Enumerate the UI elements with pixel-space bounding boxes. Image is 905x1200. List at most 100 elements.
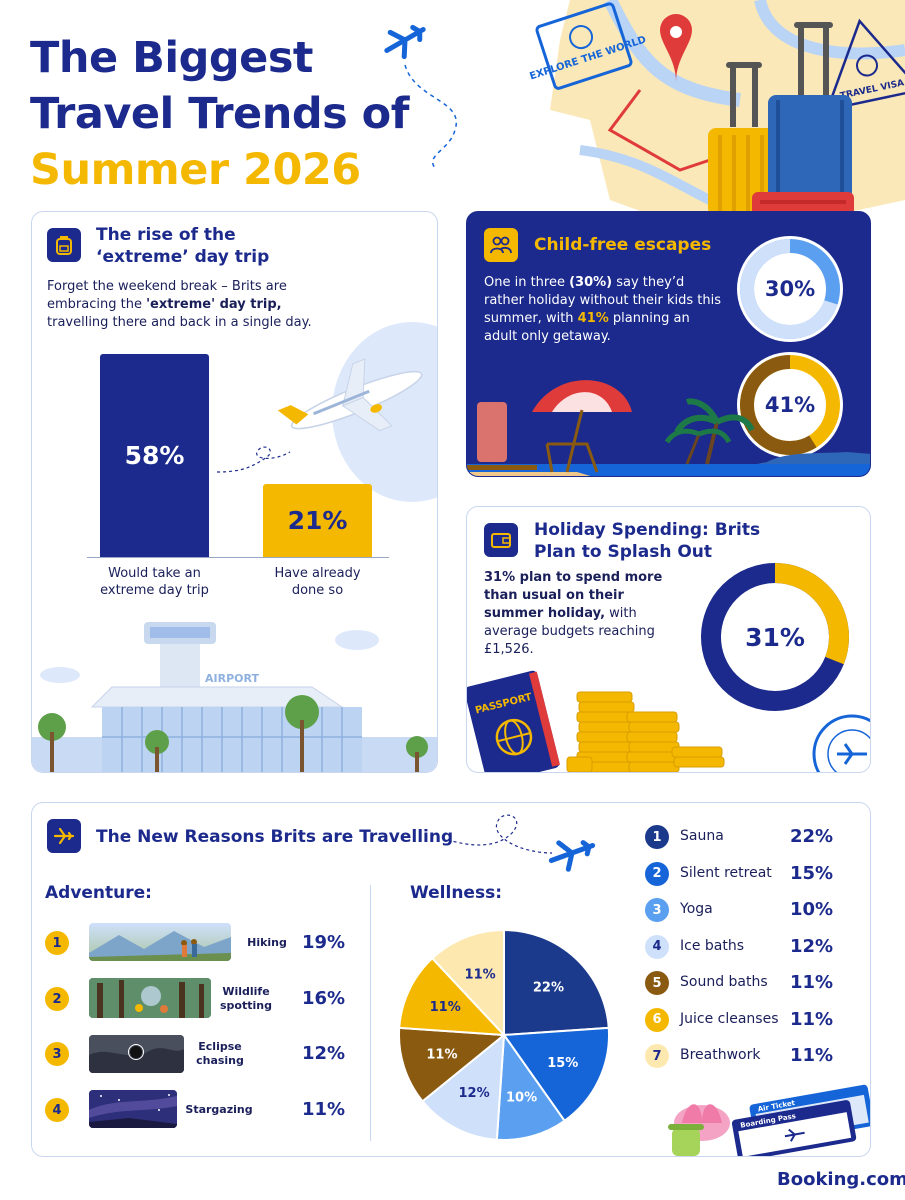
wellness-pct-5: 11% <box>790 972 834 993</box>
day-trip-bar-2-label: Have already done so <box>250 565 385 599</box>
dashed-path-decoration <box>404 64 458 169</box>
backpack-icon <box>56 236 72 255</box>
wellness-pie-chart: 22% 15% 10% 12% 11% 11% 11% <box>398 928 610 1141</box>
wellness-pct-3: 10% <box>790 899 834 920</box>
wellness-name-5: Sound baths <box>680 974 768 990</box>
day-trip-bar-2: 21% <box>263 483 372 557</box>
travel-stamp-icon <box>812 714 870 772</box>
pie-slice-sound-baths <box>398 1026 507 1103</box>
airplane-icon <box>384 24 426 60</box>
airport-illustration: AIRPORT <box>32 622 437 772</box>
wellness-rank-3: 3 <box>645 898 669 922</box>
wellness-name-6: Juice cleanses <box>680 1010 779 1027</box>
adventure-name-3-line-2: chasing <box>196 1054 244 1067</box>
adventure-name-3: Eclipse chasing <box>190 1040 250 1068</box>
wellness-name-1: Sauna <box>680 828 724 844</box>
pie-slice-breathwork <box>430 928 505 1038</box>
pie-label-2: 15% <box>547 1056 578 1071</box>
wellness-rank-7: 7 <box>645 1044 669 1068</box>
wellness-pct-1: 22% <box>790 826 834 847</box>
adventure-name-1-line-1: Hiking <box>247 936 287 949</box>
passport-coins-illustration: PASSPORT <box>467 670 725 772</box>
title-line-1: The Biggest <box>30 33 313 83</box>
ring-chart-31 <box>701 563 849 711</box>
ring-chart-41 <box>737 352 843 458</box>
day-trip-bar-1-label: Would take an extreme day trip <box>87 565 222 599</box>
reasons-card: The New Reasons Brits are Travelling Adv… <box>31 802 871 1157</box>
reasons-title: The New Reasons Brits are Travelling <box>96 827 454 847</box>
child-free-card: Child-free escapes One in three (30%) sa… <box>466 211 871 477</box>
beach-scene-illustration <box>467 380 870 476</box>
hiking-thumbnail <box>89 923 231 961</box>
booking-logo: Booking.com <box>777 1169 905 1190</box>
wellness-pct-7: 11% <box>790 1045 834 1066</box>
child-free-body-3: planning an adult only getaway. <box>484 311 690 344</box>
wildlife-thumbnail <box>89 978 211 1018</box>
bar-2-label-line-2: done so <box>291 583 344 598</box>
wellness-pct-4: 12% <box>790 935 834 957</box>
pie-slice-silent-retreat <box>502 1026 610 1123</box>
ring-30-label: 30% <box>764 277 816 301</box>
pie-label-7: 11% <box>465 967 496 982</box>
spending-body-bold: 31% plan to spend more than usual on the… <box>484 570 663 621</box>
wellness-rank-2: 2 <box>645 861 669 886</box>
adventure-name-2-line-1: Wildlife <box>222 985 270 998</box>
day-trip-bar-1-value: 58% <box>124 441 185 470</box>
people-icon-box <box>484 228 518 262</box>
day-trip-body: Forget the weekend break – Brits are emb… <box>47 278 337 332</box>
child-free-body-1: One in three <box>484 275 570 290</box>
eclipse-thumbnail <box>89 1035 184 1073</box>
wellness-rank-4: 4 <box>645 934 669 959</box>
day-trip-body-bold: 'extreme' day trip, <box>146 297 282 312</box>
wellness-pct-6: 11% <box>790 1008 834 1030</box>
adventure-pct-2: 16% <box>302 988 346 1009</box>
airplane-icon <box>53 827 75 845</box>
adventure-name-4-line-1: Stargazing <box>185 1103 253 1116</box>
pie-slice-sauna <box>503 928 610 1037</box>
adventure-heading: Adventure: <box>45 883 152 903</box>
wallet-icon-box <box>484 523 518 557</box>
eclipse-image <box>89 1035 184 1073</box>
flight-path-decoration <box>442 814 596 872</box>
adventure-name-3-line-1: Eclipse <box>198 1040 242 1053</box>
day-trip-card: The rise of the ‘extreme’ day trip Forge… <box>31 211 438 773</box>
airplane-illustration <box>277 358 423 432</box>
bar-1-label-line-2: extreme day trip <box>100 583 209 598</box>
pie-label-4: 12% <box>458 1086 489 1101</box>
child-free-body-2: say they’d rather holiday without their … <box>484 275 722 326</box>
child-free-title: Child-free escapes <box>534 235 712 255</box>
bar-1-label-line-1: Would take an <box>108 566 201 581</box>
section-divider <box>370 885 371 1141</box>
pie-label-5: 11% <box>426 1048 457 1063</box>
adventure-rank-2: 2 <box>45 987 69 1011</box>
wellness-name-7: Breathwork <box>680 1047 761 1063</box>
wellness-name-2: Silent retreat <box>680 864 772 881</box>
child-free-body-bold-1: (30%) <box>569 275 613 290</box>
day-trip-bar-1: 58% <box>100 354 209 557</box>
wellness-heading: Wellness: <box>410 883 502 903</box>
ring-41-label: 41% <box>764 393 816 417</box>
spending-title-line-1: Holiday Spending: Brits <box>534 520 761 540</box>
pie-label-1: 22% <box>533 980 564 995</box>
wellness-rank-5: 5 <box>645 971 669 995</box>
day-trip-title-line-1: The rise of the <box>96 225 236 245</box>
travel-map-illustration: EXPLORE THE WORLD TRAVEL VISA <box>528 0 905 240</box>
adventure-name-2: Wildlife spotting <box>216 985 276 1013</box>
spending-body: 31% plan to spend more than usual on the… <box>484 569 684 659</box>
stargazing-thumbnail <box>89 1090 177 1128</box>
pie-label-3: 10% <box>506 1091 537 1106</box>
pie-label-6: 11% <box>430 1000 461 1015</box>
wellness-pct-2: 15% <box>790 862 834 884</box>
stargazing-image <box>89 1090 177 1128</box>
bar-2-label-line-1: Have already <box>274 566 361 581</box>
airport-sign-text: AIRPORT <box>205 672 259 685</box>
pie-slice-ice-baths <box>421 1032 506 1141</box>
adventure-pct-3: 12% <box>302 1043 346 1064</box>
flight-path-decoration <box>216 446 291 473</box>
wellness-name-3: Yoga <box>680 901 713 917</box>
chart-baseline <box>87 557 389 558</box>
title-line-3: Summer 2026 <box>30 145 361 195</box>
day-trip-body-text-2: travelling there and back in a single da… <box>47 315 312 330</box>
day-trip-title: The rise of the ‘extreme’ day trip <box>96 224 269 268</box>
adventure-pct-4: 11% <box>302 1099 346 1120</box>
